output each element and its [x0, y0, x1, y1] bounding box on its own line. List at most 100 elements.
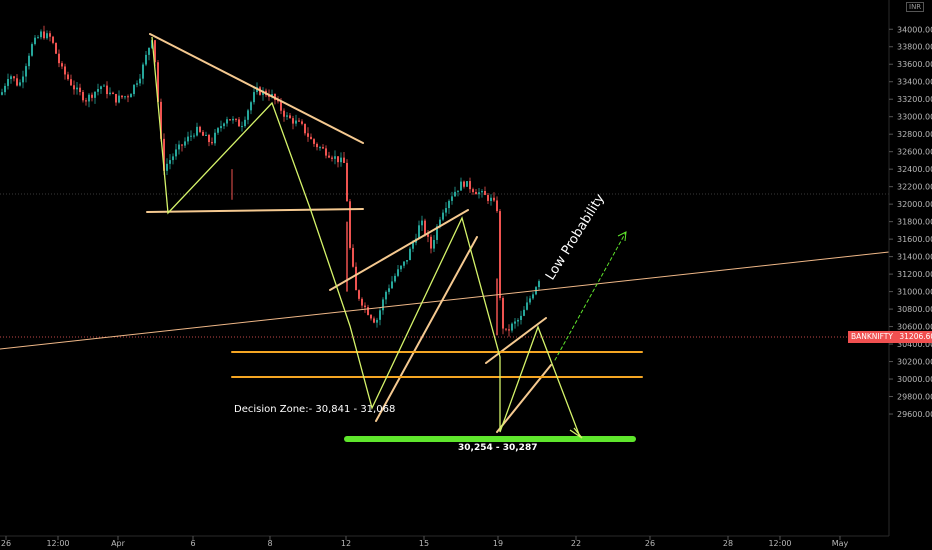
price-tick-label: 33000.00: [897, 113, 932, 122]
candle-body: [106, 85, 108, 95]
candle-body: [133, 84, 135, 95]
candle-body: [385, 291, 387, 300]
candle-body: [364, 305, 366, 308]
candle-body: [304, 123, 306, 134]
candle-body: [424, 220, 426, 235]
candle-body: [310, 136, 312, 140]
price-axis[interactable]: 34000.00 33800.00 33600.00 33400.00 33200.00…: [888, 0, 932, 536]
candle-body: [340, 157, 342, 163]
candle-body: [313, 139, 315, 144]
candle-body: [394, 275, 396, 282]
candle-body: [217, 128, 219, 133]
price-tick-label: 32800.00: [897, 130, 932, 139]
candle-body: [463, 181, 465, 187]
wave-zigzag: [151, 36, 581, 438]
candle-body: [94, 91, 96, 98]
candle-body: [301, 121, 303, 124]
candle-body: [523, 309, 525, 316]
candle-body: [16, 78, 18, 86]
candle-body: [25, 66, 27, 77]
candle-body: [514, 321, 516, 324]
candle-body: [529, 298, 531, 303]
candle-body: [484, 190, 486, 195]
candle-body: [1, 92, 3, 95]
candle-body: [82, 92, 84, 101]
time-tick-label: 22: [571, 539, 581, 548]
candle-body: [409, 248, 411, 261]
candle-body: [157, 62, 159, 102]
decision-zone-label: Decision Zone:- 30,841 - 31,068: [234, 404, 396, 415]
candle-body: [229, 119, 231, 121]
candle-body: [118, 95, 120, 103]
candle-body: [406, 260, 408, 262]
candle-body: [64, 66, 66, 75]
price-tick-label: 31400.00: [897, 253, 932, 262]
candle-body: [247, 110, 249, 120]
candle-body: [517, 319, 519, 322]
candle-body: [418, 225, 420, 239]
price-tick-label: 32200.00: [897, 183, 932, 192]
candle-body: [121, 95, 123, 98]
candle-body: [292, 118, 294, 124]
candle-body: [178, 144, 180, 150]
price-tick-label: 29800.00: [897, 393, 932, 402]
wedge-lower-line: [375, 236, 478, 422]
candle-body: [349, 201, 351, 248]
candle-body: [322, 147, 324, 149]
symbol-price-tag[interactable]: BANKNIFTY 31206.60: [848, 331, 932, 343]
candle-body: [382, 299, 384, 311]
drawing-layer: [0, 33, 890, 442]
candle-body: [361, 298, 363, 306]
candle-body: [91, 94, 93, 98]
price-tick-label: 31200.00: [897, 270, 932, 279]
candle-body: [295, 120, 297, 124]
low-probability-arrow-head: [617, 231, 627, 242]
candle-body: [226, 119, 228, 124]
time-tick-label: Apr: [111, 539, 126, 548]
candle-body: [337, 156, 339, 163]
price-tick-label: 33200.00: [897, 95, 932, 104]
candle-body: [49, 33, 51, 37]
triangle-upper-line: [149, 33, 364, 144]
candle-body: [4, 85, 6, 93]
candle-body: [22, 76, 24, 83]
candle-body: [355, 266, 357, 291]
triangle-lower-line: [146, 208, 364, 213]
candle-body: [130, 94, 132, 98]
time-axis[interactable]: 26 12:00 Apr 6 8 12 15 19 22 26 28 12:00 May: [0, 535, 889, 548]
flag-upper-line: [485, 317, 547, 364]
candle-body: [538, 281, 540, 288]
candle-body: [115, 93, 117, 103]
candle-body: [205, 134, 207, 136]
time-tick-label: 6: [190, 539, 195, 548]
candle-body: [520, 315, 522, 320]
candle-body: [154, 40, 156, 63]
price-tick-label: 32000.00: [897, 200, 932, 209]
long-trend-line: [0, 251, 890, 350]
candle-body: [448, 200, 450, 209]
candle-body: [466, 181, 468, 187]
candle-body: [460, 181, 462, 191]
candle-body: [343, 157, 345, 163]
candle-body: [139, 78, 141, 84]
candle-body: [46, 33, 48, 39]
price-tick-label: 33600.00: [897, 60, 932, 69]
candle-body: [388, 288, 390, 292]
candle-body: [334, 156, 336, 159]
low-probability-arrow: [554, 231, 627, 361]
candle-body: [10, 76, 12, 80]
candle-body: [298, 120, 300, 122]
wave-arrow-head: [569, 427, 583, 439]
time-tick-label: 26: [1, 539, 11, 548]
candle-body: [232, 118, 234, 121]
candle-body: [160, 101, 162, 139]
candle-body: [244, 119, 246, 127]
candle-body: [175, 149, 177, 157]
time-tick-label: 19: [493, 539, 503, 548]
candle-body: [145, 54, 147, 65]
candle-body: [37, 37, 39, 39]
price-tick-label: 34000.00: [897, 25, 932, 34]
candle-body: [325, 148, 327, 156]
